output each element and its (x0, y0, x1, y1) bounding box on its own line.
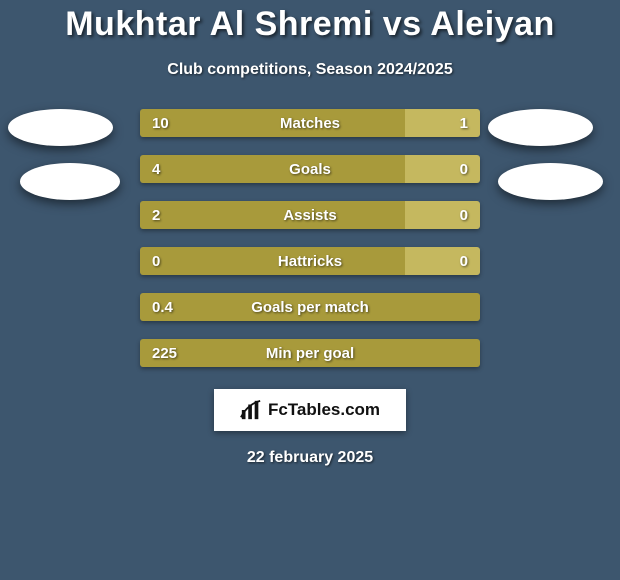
team-badge-right-2 (498, 163, 603, 200)
stat-row: Assists2 0 (140, 201, 480, 229)
stat-value-right: 0 (460, 247, 468, 275)
subtitle: Club competitions, Season 2024/2025 (167, 61, 452, 79)
team-badge-left (8, 109, 113, 146)
stat-value-left: 0 (152, 247, 160, 275)
source-logo: FcTables.com (214, 389, 406, 431)
stat-label: Goals per match (140, 293, 480, 321)
stat-value-right: 0 (460, 155, 468, 183)
chart-bars-icon (240, 399, 262, 421)
stat-row: Goals per match0.4 (140, 293, 480, 321)
team-badge-right (488, 109, 593, 146)
stat-label: Min per goal (140, 339, 480, 367)
stat-label: Assists (140, 201, 480, 229)
stat-label: Matches (140, 109, 480, 137)
page-title: Mukhtar Al Shremi vs Aleiyan (65, 6, 555, 43)
stat-label: Hattricks (140, 247, 480, 275)
stat-rows: Matches101Goals40Assists20Hattricks00Goa… (140, 109, 480, 367)
stat-value-left: 0.4 (152, 293, 173, 321)
stat-value-left: 225 (152, 339, 177, 367)
stat-label: Goals (140, 155, 480, 183)
date-label: 22 february 2025 (247, 449, 373, 467)
stat-row: Goals4 0 (140, 155, 480, 183)
stat-row: Matches10 1 (140, 109, 480, 137)
stat-value-right: 1 (460, 109, 468, 137)
stat-row: Min per goal225 (140, 339, 480, 367)
comparison-card: Mukhtar Al Shremi vs Aleiyan Club compet… (0, 0, 620, 580)
team-badge-left-2 (20, 163, 120, 200)
stat-value-left: 4 (152, 155, 160, 183)
stat-value-left: 10 (152, 109, 169, 137)
stats-area: Matches101Goals40Assists20Hattricks00Goa… (0, 109, 620, 367)
source-logo-text: FcTables.com (268, 400, 380, 420)
stat-value-right: 0 (460, 201, 468, 229)
stat-value-left: 2 (152, 201, 160, 229)
stat-row: Hattricks0 0 (140, 247, 480, 275)
